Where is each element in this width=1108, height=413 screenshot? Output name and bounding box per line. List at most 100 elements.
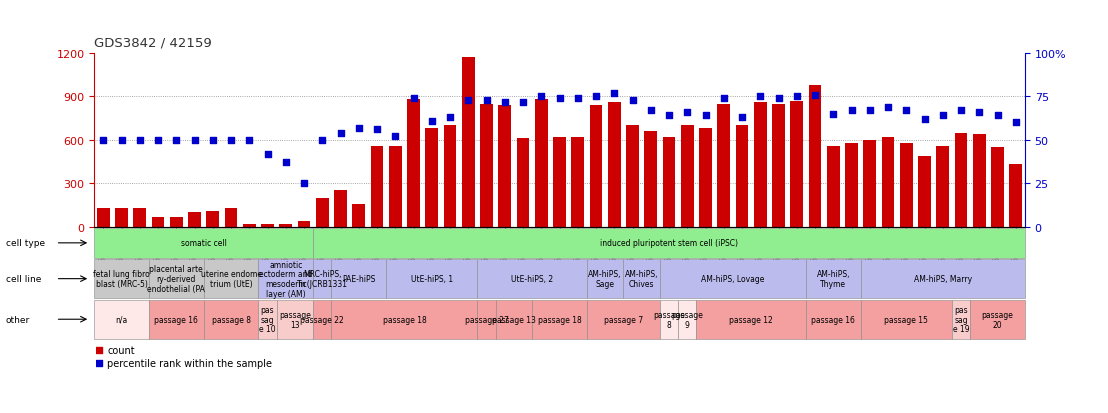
- Point: [915, 116, 933, 123]
- Text: passage 16: passage 16: [154, 315, 198, 324]
- Text: passage 8: passage 8: [212, 315, 250, 324]
- Point: [697, 113, 715, 119]
- Point: [478, 97, 495, 104]
- Text: passage 16: passage 16: [811, 315, 855, 324]
- Text: pas
sag
e 19: pas sag e 19: [953, 305, 970, 334]
- Point: [240, 137, 258, 144]
- Point: [368, 127, 386, 133]
- Text: cell type: cell type: [6, 239, 44, 248]
- Bar: [919, 156, 931, 227]
- Point: [514, 99, 532, 106]
- Point: [751, 94, 769, 100]
- Bar: [335, 191, 347, 227]
- Bar: [882, 138, 894, 227]
- Text: other: other: [6, 315, 30, 324]
- Point: [314, 137, 331, 144]
- Point: [441, 114, 459, 121]
- Bar: [352, 204, 366, 227]
- Point: [733, 114, 751, 121]
- Text: fetal lung fibro
blast (MRC-5): fetal lung fibro blast (MRC-5): [93, 270, 150, 288]
- Bar: [535, 100, 547, 227]
- Text: pas
sag
e 10: pas sag e 10: [259, 305, 276, 334]
- Point: [1007, 120, 1025, 126]
- Point: [252, 170, 269, 177]
- Bar: [589, 106, 603, 227]
- Point: [350, 125, 368, 132]
- Point: [624, 97, 642, 104]
- Bar: [973, 135, 986, 227]
- Text: count: count: [107, 345, 135, 355]
- Bar: [553, 138, 566, 227]
- Text: passage 18: passage 18: [382, 315, 427, 324]
- Bar: [133, 208, 146, 227]
- Bar: [645, 132, 657, 227]
- Text: amniotic
ectoderm and
mesoderm
layer (AM): amniotic ectoderm and mesoderm layer (AM…: [259, 260, 312, 298]
- Bar: [279, 224, 293, 227]
- Text: n/a: n/a: [115, 315, 127, 324]
- Bar: [115, 208, 127, 227]
- Bar: [298, 221, 310, 227]
- Bar: [316, 198, 329, 227]
- Bar: [736, 126, 748, 227]
- Bar: [462, 58, 474, 227]
- Text: passage 27: passage 27: [464, 315, 509, 324]
- Bar: [443, 126, 456, 227]
- Point: [186, 137, 204, 144]
- Bar: [170, 217, 183, 227]
- Point: [770, 95, 788, 102]
- Text: placental arte
ry-derived
endothelial (PA: placental arte ry-derived endothelial (P…: [147, 265, 205, 293]
- Point: [150, 137, 167, 144]
- Point: [678, 109, 696, 116]
- Text: AM-hiPS, Lovage: AM-hiPS, Lovage: [701, 275, 765, 283]
- Point: [496, 99, 514, 106]
- Bar: [900, 143, 913, 227]
- Bar: [699, 129, 712, 227]
- Bar: [809, 85, 821, 227]
- Point: [971, 109, 988, 116]
- Point: [331, 130, 349, 137]
- Bar: [717, 104, 730, 227]
- Text: passage
13: passage 13: [279, 310, 311, 329]
- Point: [605, 90, 623, 97]
- Bar: [681, 126, 694, 227]
- Bar: [425, 129, 438, 227]
- Point: [423, 118, 441, 125]
- Bar: [1009, 165, 1023, 227]
- Bar: [992, 148, 1004, 227]
- Point: [387, 134, 404, 140]
- Text: GDS3842 / 42159: GDS3842 / 42159: [94, 37, 212, 50]
- Text: passage
9: passage 9: [671, 310, 704, 329]
- Point: [204, 137, 222, 144]
- Point: [897, 108, 915, 114]
- Text: percentile rank within the sample: percentile rank within the sample: [107, 358, 273, 368]
- Point: [252, 292, 269, 299]
- Bar: [626, 126, 639, 227]
- Bar: [206, 211, 219, 227]
- Point: [587, 94, 605, 100]
- Text: somatic cell: somatic cell: [181, 239, 227, 248]
- Bar: [499, 106, 511, 227]
- Point: [460, 97, 478, 104]
- Bar: [243, 224, 256, 227]
- Bar: [936, 146, 950, 227]
- Text: AM-hiPS, Marry: AM-hiPS, Marry: [914, 275, 972, 283]
- Bar: [772, 104, 784, 227]
- Text: induced pluripotent stem cell (iPSC): induced pluripotent stem cell (iPSC): [601, 239, 738, 248]
- Bar: [152, 217, 164, 227]
- Point: [94, 137, 112, 144]
- Bar: [371, 146, 383, 227]
- Bar: [96, 208, 110, 227]
- Bar: [407, 100, 420, 227]
- Bar: [188, 213, 201, 227]
- Point: [843, 108, 861, 114]
- Point: [861, 108, 879, 114]
- Point: [660, 113, 678, 119]
- Bar: [389, 146, 402, 227]
- Point: [788, 94, 806, 100]
- Bar: [790, 102, 803, 227]
- Text: uterine endome
trium (UtE): uterine endome trium (UtE): [201, 270, 261, 288]
- Text: PAE-hiPS: PAE-hiPS: [342, 275, 376, 283]
- Text: passage 7: passage 7: [604, 315, 643, 324]
- Text: passage 12: passage 12: [729, 315, 773, 324]
- Bar: [845, 143, 858, 227]
